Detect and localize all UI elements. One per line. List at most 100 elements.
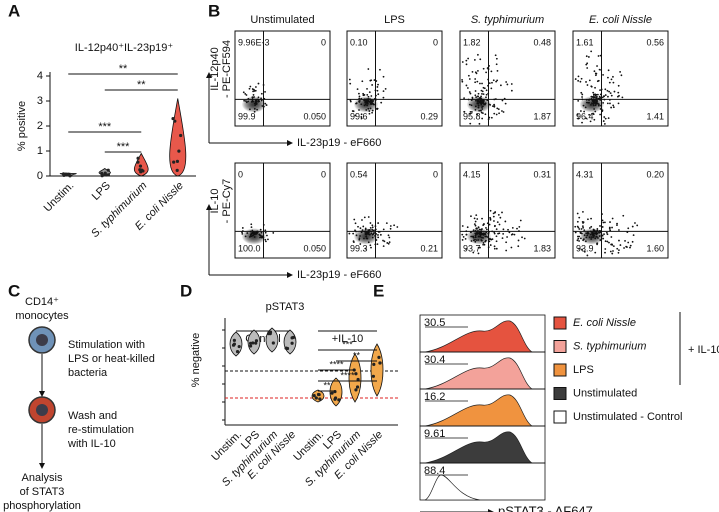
quadrant-value: 100.0 (238, 243, 261, 253)
histogram (424, 320, 534, 353)
event-dot (592, 112, 594, 115)
event-dot (474, 109, 477, 111)
event-dot (586, 67, 589, 69)
event-dot (619, 71, 622, 73)
event-dot (369, 107, 372, 110)
event-dot (510, 246, 513, 249)
event-dot (382, 96, 385, 99)
event-dot (611, 243, 613, 246)
event-dot (624, 240, 626, 242)
event-dot (485, 231, 488, 234)
event-dot (248, 87, 251, 90)
quadrant-value: 1.87 (533, 111, 551, 121)
event-dot (467, 74, 470, 77)
event-dot (594, 251, 597, 254)
event-dot (497, 108, 500, 111)
event-dot (576, 212, 579, 215)
event-dot (585, 81, 587, 83)
event-dot (368, 91, 371, 94)
event-dot (396, 226, 399, 228)
event-dot (591, 231, 593, 234)
column-header: E. coli Nissle (589, 14, 652, 26)
event-dot (618, 249, 620, 251)
event-dot (480, 228, 483, 231)
y-tick-label: 0 (37, 170, 43, 182)
event-dot (489, 103, 492, 106)
event-dot (480, 109, 482, 112)
flow-plot (346, 30, 443, 127)
event-dot (474, 105, 477, 108)
event-dot (612, 75, 614, 78)
event-dot (586, 232, 589, 235)
event-dot (264, 229, 267, 232)
event-dot (254, 100, 257, 103)
legend-swatch (553, 340, 567, 353)
density-contour (247, 100, 261, 109)
event-dot (505, 81, 508, 83)
histogram (424, 431, 534, 464)
event-dot (493, 247, 496, 250)
event-dot (474, 224, 477, 227)
event-dot (266, 234, 268, 237)
event-dot (498, 223, 501, 226)
event-dot (360, 117, 363, 120)
event-dot (574, 231, 577, 234)
quadrant-value: 0 (433, 37, 438, 47)
event-dot (577, 79, 580, 82)
event-dot (610, 106, 613, 109)
event-dot (480, 95, 482, 98)
event-dot (468, 91, 471, 93)
event-dot (253, 96, 255, 98)
event-dot (592, 104, 595, 107)
event-dot (368, 110, 371, 112)
event-dot (489, 237, 491, 240)
event-dot (495, 80, 498, 83)
event-dot (352, 110, 355, 113)
event-dot (355, 102, 357, 105)
event-dot (484, 240, 487, 243)
step-text: monocytes (15, 310, 69, 322)
event-dot (590, 102, 593, 104)
y-axis-label: IL-10 (209, 188, 221, 213)
event-dot (373, 79, 376, 81)
event-dot (371, 84, 374, 86)
quadrant-value: 1.60 (646, 243, 664, 253)
event-dot (627, 241, 630, 244)
dot (291, 335, 296, 339)
violin (348, 353, 362, 403)
quadrant-value: 99.9 (238, 111, 256, 121)
event-dot (617, 251, 620, 254)
event-dot (619, 244, 622, 246)
violin (283, 329, 297, 355)
event-dot (634, 222, 636, 224)
event-dot (612, 250, 614, 252)
event-dot (606, 233, 609, 236)
event-dot (250, 226, 253, 229)
event-dot (581, 121, 583, 124)
quadrant-value: 0.050 (303, 111, 326, 121)
dot (267, 332, 271, 336)
event-dot (474, 232, 477, 235)
event-dot (583, 229, 586, 232)
event-dot (471, 111, 473, 113)
arrow-head (206, 72, 212, 78)
event-dot (594, 104, 597, 107)
event-dot (465, 248, 467, 250)
quadrant-value: 93.9 (576, 243, 594, 253)
event-dot (598, 95, 601, 98)
histogram (424, 357, 534, 390)
event-dot (473, 217, 476, 220)
event-dot (364, 103, 367, 106)
event-dot (519, 219, 522, 222)
event-dot (606, 89, 609, 92)
event-dot (461, 233, 464, 236)
dot (138, 168, 142, 172)
event-dot (606, 102, 609, 105)
event-dot (476, 232, 479, 235)
event-dot (602, 120, 605, 122)
panel-label: B (208, 1, 220, 20)
event-dot (475, 72, 478, 75)
event-dot (466, 226, 469, 229)
event-dot (256, 108, 259, 111)
event-dot (587, 218, 589, 221)
